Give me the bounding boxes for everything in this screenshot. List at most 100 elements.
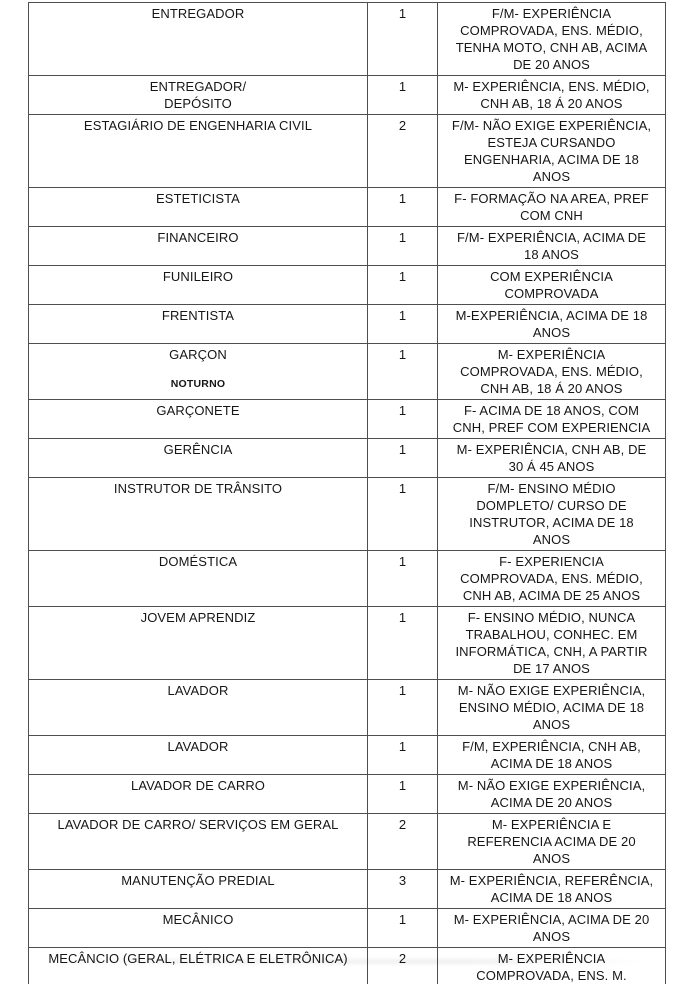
table-row: DOMÉSTICA 1 F- EXPERIENCIA COMPROVADA, E…: [28, 550, 666, 607]
job-title-cell: INSTRUTOR DE TRÂNSITO: [28, 477, 368, 551]
job-openings-count-cell: 1: [367, 265, 438, 305]
job-requirements-cell: F- FORMAÇÃO NA AREA, PREF COM CNH: [437, 187, 666, 227]
job-title: MANUTENÇÃO PREDIAL: [121, 873, 275, 888]
table-row: FUNILEIRO 1 COM EXPERIÊNCIA COMPROVADA: [28, 265, 666, 305]
job-requirements-cell: M- EXPERIÊNCIA, CNH AB, DE 30 Á 45 ANOS: [437, 438, 666, 478]
job-vacancies-table: ENTREGADOR 1 F/M- EXPERIÊNCIA COMPROVADA…: [28, 2, 666, 984]
job-requirements-cell: F/M, EXPERIÊNCIA, CNH AB, ACIMA DE 18 AN…: [437, 735, 666, 775]
job-table-body: ENTREGADOR 1 F/M- EXPERIÊNCIA COMPROVADA…: [28, 2, 666, 984]
job-openings-count-cell: 2: [367, 813, 438, 870]
job-openings-count-cell: 1: [367, 399, 438, 439]
job-title: INSTRUTOR DE TRÂNSITO: [113, 481, 283, 496]
job-requirements-cell: F/M- EXPERIÊNCIA, ACIMA DE 18 ANOS: [437, 226, 666, 266]
job-openings-count-cell: 1: [367, 908, 438, 948]
job-openings-count-cell: 1: [367, 226, 438, 266]
job-title: GARÇON: [169, 347, 227, 362]
job-title: DOMÉSTICA: [158, 554, 238, 569]
table-row: LAVADOR 1 M- NÃO EXIGE EXPERIÊNCIA, ENSI…: [28, 679, 666, 736]
job-title-cell: GARÇON NOTURNO: [28, 343, 368, 400]
job-title-cell: ESTETICISTA: [28, 187, 368, 227]
job-title: LAVADOR DE CARRO: [130, 778, 266, 793]
job-openings-count-cell: 3: [367, 869, 438, 909]
job-title-cell: FRENTISTA: [28, 304, 368, 344]
job-title: JOVEM APRENDIZ: [140, 610, 256, 625]
table-row: ENTREGADOR 1 F/M- EXPERIÊNCIA COMPROVADA…: [28, 2, 666, 76]
job-openings-count-cell: 1: [367, 438, 438, 478]
job-requirements-cell: M- NÃO EXIGE EXPERIÊNCIA, ENSINO MÉDIO, …: [437, 679, 666, 736]
job-title: ENTREGADOR/ DEPÓSITO: [149, 79, 247, 111]
table-row: JOVEM APRENDIZ 1 F- ENSINO MÉDIO, NUNCA …: [28, 606, 666, 680]
table-row: GARÇONETE 1 F- ACIMA DE 18 ANOS, COM CNH…: [28, 399, 666, 439]
job-requirements-cell: F- ACIMA DE 18 ANOS, COM CNH, PREF COM E…: [437, 399, 666, 439]
job-title: LAVADOR: [167, 683, 229, 698]
job-requirements-cell: M- EXPERIÊNCIA, ENS. MÉDIO, CNH AB, 18 Á…: [437, 75, 666, 115]
job-requirements-cell: M- EXPERIÊNCIA COMPROVADA, ENS. MÉDIO, C…: [437, 343, 666, 400]
table-row: ENTREGADOR/ DEPÓSITO 1 M- EXPERIÊNCIA, E…: [28, 75, 666, 115]
table-row: LAVADOR DE CARRO/ SERVIÇOS EM GERAL 2 M-…: [28, 813, 666, 870]
job-requirements-cell: F- EXPERIENCIA COMPROVADA, ENS. MÉDIO, C…: [437, 550, 666, 607]
job-openings-count-cell: 1: [367, 75, 438, 115]
table-row: LAVADOR 1 F/M, EXPERIÊNCIA, CNH AB, ACIM…: [28, 735, 666, 775]
job-openings-count-cell: 1: [367, 343, 438, 400]
job-title-cell: GARÇONETE: [28, 399, 368, 439]
job-requirements-cell: M- EXPERIÊNCIA, REFERÊNCIA, ACIMA DE 18 …: [437, 869, 666, 909]
job-openings-count-cell: 1: [367, 735, 438, 775]
job-title-cell: GERÊNCIA: [28, 438, 368, 478]
job-openings-count-cell: 2: [367, 114, 438, 188]
job-requirements-cell: COM EXPERIÊNCIA COMPROVADA: [437, 265, 666, 305]
job-title-cell: ENTREGADOR/ DEPÓSITO: [28, 75, 368, 115]
job-title-cell: FINANCEIRO: [28, 226, 368, 266]
job-openings-count-cell: 1: [367, 2, 438, 76]
scan-artifact: [45, 959, 645, 964]
job-title: ESTETICISTA: [156, 191, 240, 206]
table-row: MECÂNCIO (GERAL, ELÉTRICA E ELETRÔNICA) …: [28, 947, 666, 984]
job-openings-count-cell: 1: [367, 477, 438, 551]
job-requirements-cell: M- EXPERIÊNCIA COMPROVADA, ENS. M.: [437, 947, 666, 984]
job-requirements-cell: F/M- EXPERIÊNCIA COMPROVADA, ENS. MÉDIO,…: [437, 2, 666, 76]
table-row: GARÇON NOTURNO 1 M- EXPERIÊNCIA COMPROVAD…: [28, 343, 666, 400]
job-title: ENTREGADOR: [151, 6, 245, 21]
job-openings-count-cell: 1: [367, 304, 438, 344]
job-title-note: NOTURNO: [170, 378, 226, 390]
job-requirements-cell: M-EXPERIÊNCIA, ACIMA DE 18 ANOS: [437, 304, 666, 344]
job-title: GARÇONETE: [156, 403, 240, 418]
job-title: LAVADOR DE CARRO/ SERVIÇOS EM GERAL: [57, 817, 339, 832]
table-row: ESTAGIÁRIO DE ENGENHARIA CIVIL 2 F/M- NÃ…: [28, 114, 666, 188]
job-requirements-cell: F/M- NÃO EXIGE EXPERIÊNCIA, ESTEJA CURSA…: [437, 114, 666, 188]
job-openings-count-cell: 1: [367, 187, 438, 227]
job-title: ESTAGIÁRIO DE ENGENHARIA CIVIL: [83, 118, 313, 133]
job-title-cell: MECÂNCIO (GERAL, ELÉTRICA E ELETRÔNICA): [28, 947, 368, 984]
job-title-cell: MANUTENÇÃO PREDIAL: [28, 869, 368, 909]
job-title-cell: MECÂNICO: [28, 908, 368, 948]
job-title-cell: ESTAGIÁRIO DE ENGENHARIA CIVIL: [28, 114, 368, 188]
job-openings-count-cell: 1: [367, 550, 438, 607]
job-openings-count-cell: 1: [367, 679, 438, 736]
table-row: FINANCEIRO 1 F/M- EXPERIÊNCIA, ACIMA DE …: [28, 226, 666, 266]
job-openings-count-cell: 1: [367, 606, 438, 680]
job-title: FINANCEIRO: [157, 230, 239, 245]
job-title: LAVADOR: [167, 739, 229, 754]
table-row: MECÂNICO 1 M- EXPERIÊNCIA, ACIMA DE 20 A…: [28, 908, 666, 948]
job-title: MECÂNCIO (GERAL, ELÉTRICA E ELETRÔNICA): [48, 951, 347, 966]
job-title-cell: FUNILEIRO: [28, 265, 368, 305]
job-title-cell: LAVADOR: [28, 679, 368, 736]
table-row: FRENTISTA 1 M-EXPERIÊNCIA, ACIMA DE 18 A…: [28, 304, 666, 344]
job-title: FRENTISTA: [161, 308, 235, 323]
job-requirements-cell: M- EXPERIÊNCIA, ACIMA DE 20 ANOS: [437, 908, 666, 948]
job-title-cell: LAVADOR DE CARRO/ SERVIÇOS EM GERAL: [28, 813, 368, 870]
table-row: ESTETICISTA 1 F- FORMAÇÃO NA AREA, PREF …: [28, 187, 666, 227]
job-title-cell: DOMÉSTICA: [28, 550, 368, 607]
job-title: MECÂNICO: [162, 912, 234, 927]
table-row: INSTRUTOR DE TRÂNSITO 1 F/M- ENSINO MÉDI…: [28, 477, 666, 551]
table-row: LAVADOR DE CARRO 1 M- NÃO EXIGE EXPERIÊN…: [28, 774, 666, 814]
table-row: GERÊNCIA 1 M- EXPERIÊNCIA, CNH AB, DE 30…: [28, 438, 666, 478]
job-title-cell: LAVADOR DE CARRO: [28, 774, 368, 814]
job-requirements-cell: F/M- ENSINO MÉDIO DOMPLETO/ CURSO DE INS…: [437, 477, 666, 551]
job-title: GERÊNCIA: [163, 442, 233, 457]
job-openings-count-cell: 2: [367, 947, 438, 984]
job-title-cell: JOVEM APRENDIZ: [28, 606, 368, 680]
job-requirements-cell: M- EXPERIÊNCIA E REFERENCIA ACIMA DE 20 …: [437, 813, 666, 870]
job-title: FUNILEIRO: [162, 269, 234, 284]
table-row: MANUTENÇÃO PREDIAL 3 M- EXPERIÊNCIA, REF…: [28, 869, 666, 909]
